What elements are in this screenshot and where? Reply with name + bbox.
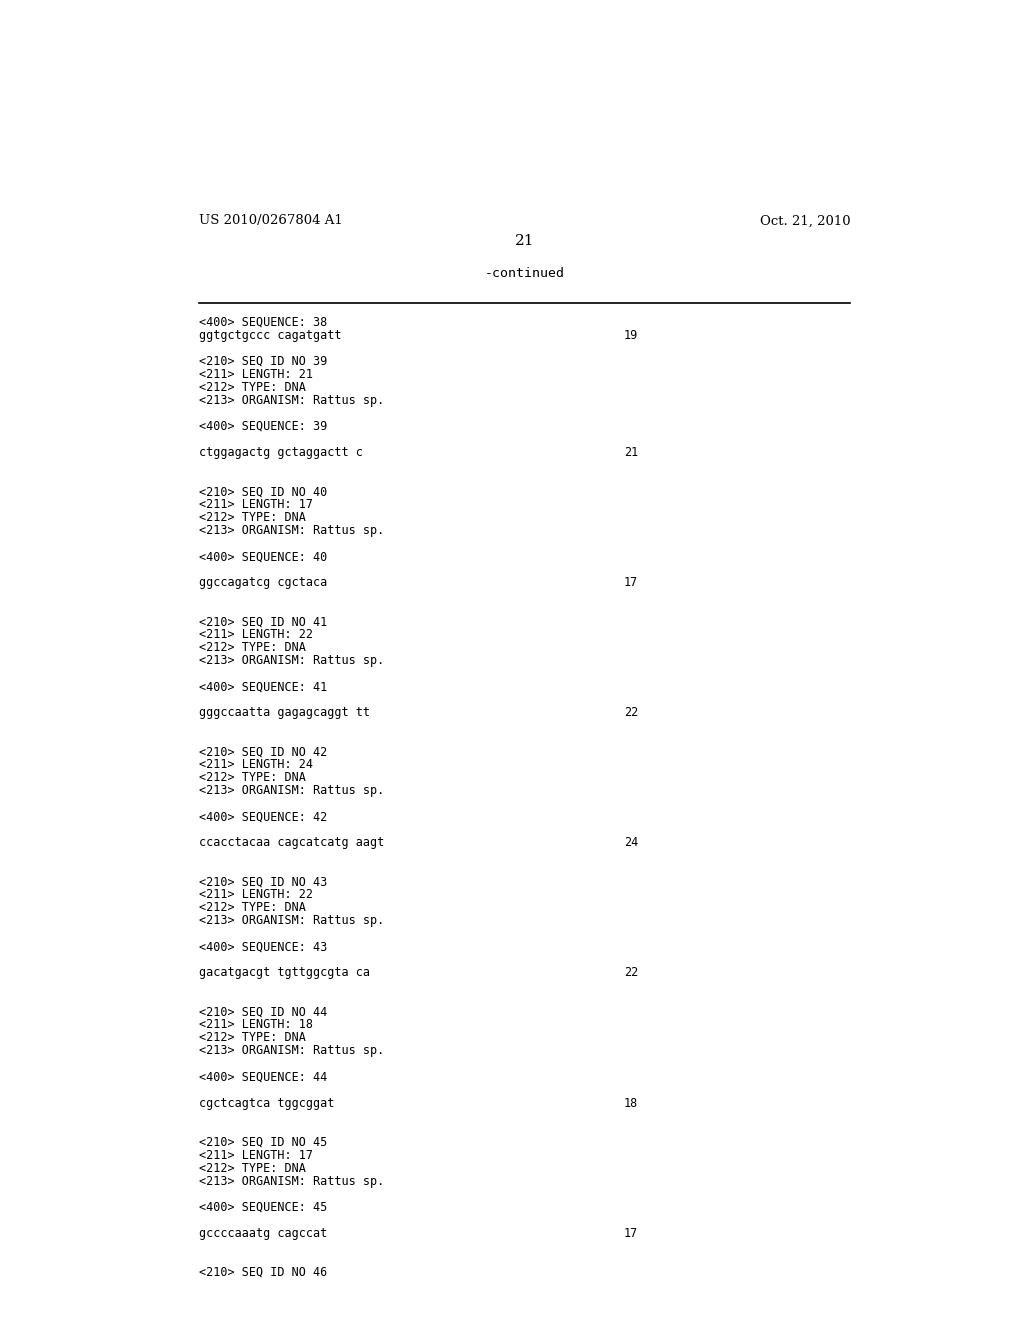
Text: 18: 18 <box>624 1097 638 1110</box>
Text: <213> ORGANISM: Rattus sp.: <213> ORGANISM: Rattus sp. <box>200 393 385 407</box>
Text: <210> SEQ ID NO 40: <210> SEQ ID NO 40 <box>200 484 328 498</box>
Text: <210> SEQ ID NO 45: <210> SEQ ID NO 45 <box>200 1135 328 1148</box>
Text: <211> LENGTH: 17: <211> LENGTH: 17 <box>200 498 313 511</box>
Text: <400> SEQUENCE: 38: <400> SEQUENCE: 38 <box>200 315 328 329</box>
Text: 19: 19 <box>624 329 638 342</box>
Text: <213> ORGANISM: Rattus sp.: <213> ORGANISM: Rattus sp. <box>200 1044 385 1057</box>
Text: <212> TYPE: DNA: <212> TYPE: DNA <box>200 381 306 393</box>
Text: <212> TYPE: DNA: <212> TYPE: DNA <box>200 1031 306 1044</box>
Text: <400> SEQUENCE: 43: <400> SEQUENCE: 43 <box>200 940 328 953</box>
Text: <211> LENGTH: 24: <211> LENGTH: 24 <box>200 758 313 771</box>
Text: 17: 17 <box>624 1226 638 1239</box>
Text: <210> SEQ ID NO 41: <210> SEQ ID NO 41 <box>200 615 328 628</box>
Text: 21: 21 <box>624 446 638 459</box>
Text: <213> ORGANISM: Rattus sp.: <213> ORGANISM: Rattus sp. <box>200 915 385 928</box>
Text: Oct. 21, 2010: Oct. 21, 2010 <box>760 214 850 227</box>
Text: 24: 24 <box>624 837 638 849</box>
Text: <212> TYPE: DNA: <212> TYPE: DNA <box>200 511 306 524</box>
Text: <212> TYPE: DNA: <212> TYPE: DNA <box>200 642 306 655</box>
Text: <213> ORGANISM: Rattus sp.: <213> ORGANISM: Rattus sp. <box>200 1175 385 1188</box>
Text: <400> SEQUENCE: 41: <400> SEQUENCE: 41 <box>200 680 328 693</box>
Text: <400> SEQUENCE: 42: <400> SEQUENCE: 42 <box>200 810 328 824</box>
Text: ggtgctgccc cagatgatt: ggtgctgccc cagatgatt <box>200 329 342 342</box>
Text: <210> SEQ ID NO 43: <210> SEQ ID NO 43 <box>200 875 328 888</box>
Text: <210> SEQ ID NO 39: <210> SEQ ID NO 39 <box>200 355 328 368</box>
Text: 22: 22 <box>624 966 638 979</box>
Text: <212> TYPE: DNA: <212> TYPE: DNA <box>200 902 306 915</box>
Text: <210> SEQ ID NO 42: <210> SEQ ID NO 42 <box>200 746 328 758</box>
Text: <400> SEQUENCE: 39: <400> SEQUENCE: 39 <box>200 420 328 433</box>
Text: gggccaatta gagagcaggt tt: gggccaatta gagagcaggt tt <box>200 706 371 719</box>
Text: 22: 22 <box>624 706 638 719</box>
Text: ctggagactg gctaggactt c: ctggagactg gctaggactt c <box>200 446 364 459</box>
Text: 21: 21 <box>515 234 535 248</box>
Text: gacatgacgt tgttggcgta ca: gacatgacgt tgttggcgta ca <box>200 966 371 979</box>
Text: <400> SEQUENCE: 45: <400> SEQUENCE: 45 <box>200 1201 328 1213</box>
Text: <211> LENGTH: 21: <211> LENGTH: 21 <box>200 368 313 381</box>
Text: <213> ORGANISM: Rattus sp.: <213> ORGANISM: Rattus sp. <box>200 655 385 667</box>
Text: ccacctacaa cagcatcatg aagt: ccacctacaa cagcatcatg aagt <box>200 837 385 849</box>
Text: <213> ORGANISM: Rattus sp.: <213> ORGANISM: Rattus sp. <box>200 524 385 537</box>
Text: <211> LENGTH: 22: <211> LENGTH: 22 <box>200 888 313 902</box>
Text: <400> SEQUENCE: 44: <400> SEQUENCE: 44 <box>200 1071 328 1084</box>
Text: -continued: -continued <box>484 267 565 280</box>
Text: <212> TYPE: DNA: <212> TYPE: DNA <box>200 771 306 784</box>
Text: <400> SEQUENCE: 40: <400> SEQUENCE: 40 <box>200 550 328 564</box>
Text: <210> SEQ ID NO 46: <210> SEQ ID NO 46 <box>200 1266 328 1279</box>
Text: ggccagatcg cgctaca: ggccagatcg cgctaca <box>200 576 328 589</box>
Text: <213> ORGANISM: Rattus sp.: <213> ORGANISM: Rattus sp. <box>200 784 385 797</box>
Text: 17: 17 <box>624 576 638 589</box>
Text: cgctcagtca tggcggat: cgctcagtca tggcggat <box>200 1097 335 1110</box>
Text: gccccaaatg cagccat: gccccaaatg cagccat <box>200 1226 328 1239</box>
Text: US 2010/0267804 A1: US 2010/0267804 A1 <box>200 214 343 227</box>
Text: <211> LENGTH: 18: <211> LENGTH: 18 <box>200 1019 313 1031</box>
Text: <211> LENGTH: 17: <211> LENGTH: 17 <box>200 1148 313 1162</box>
Text: <210> SEQ ID NO 44: <210> SEQ ID NO 44 <box>200 1006 328 1019</box>
Text: <212> TYPE: DNA: <212> TYPE: DNA <box>200 1162 306 1175</box>
Text: <211> LENGTH: 22: <211> LENGTH: 22 <box>200 628 313 642</box>
